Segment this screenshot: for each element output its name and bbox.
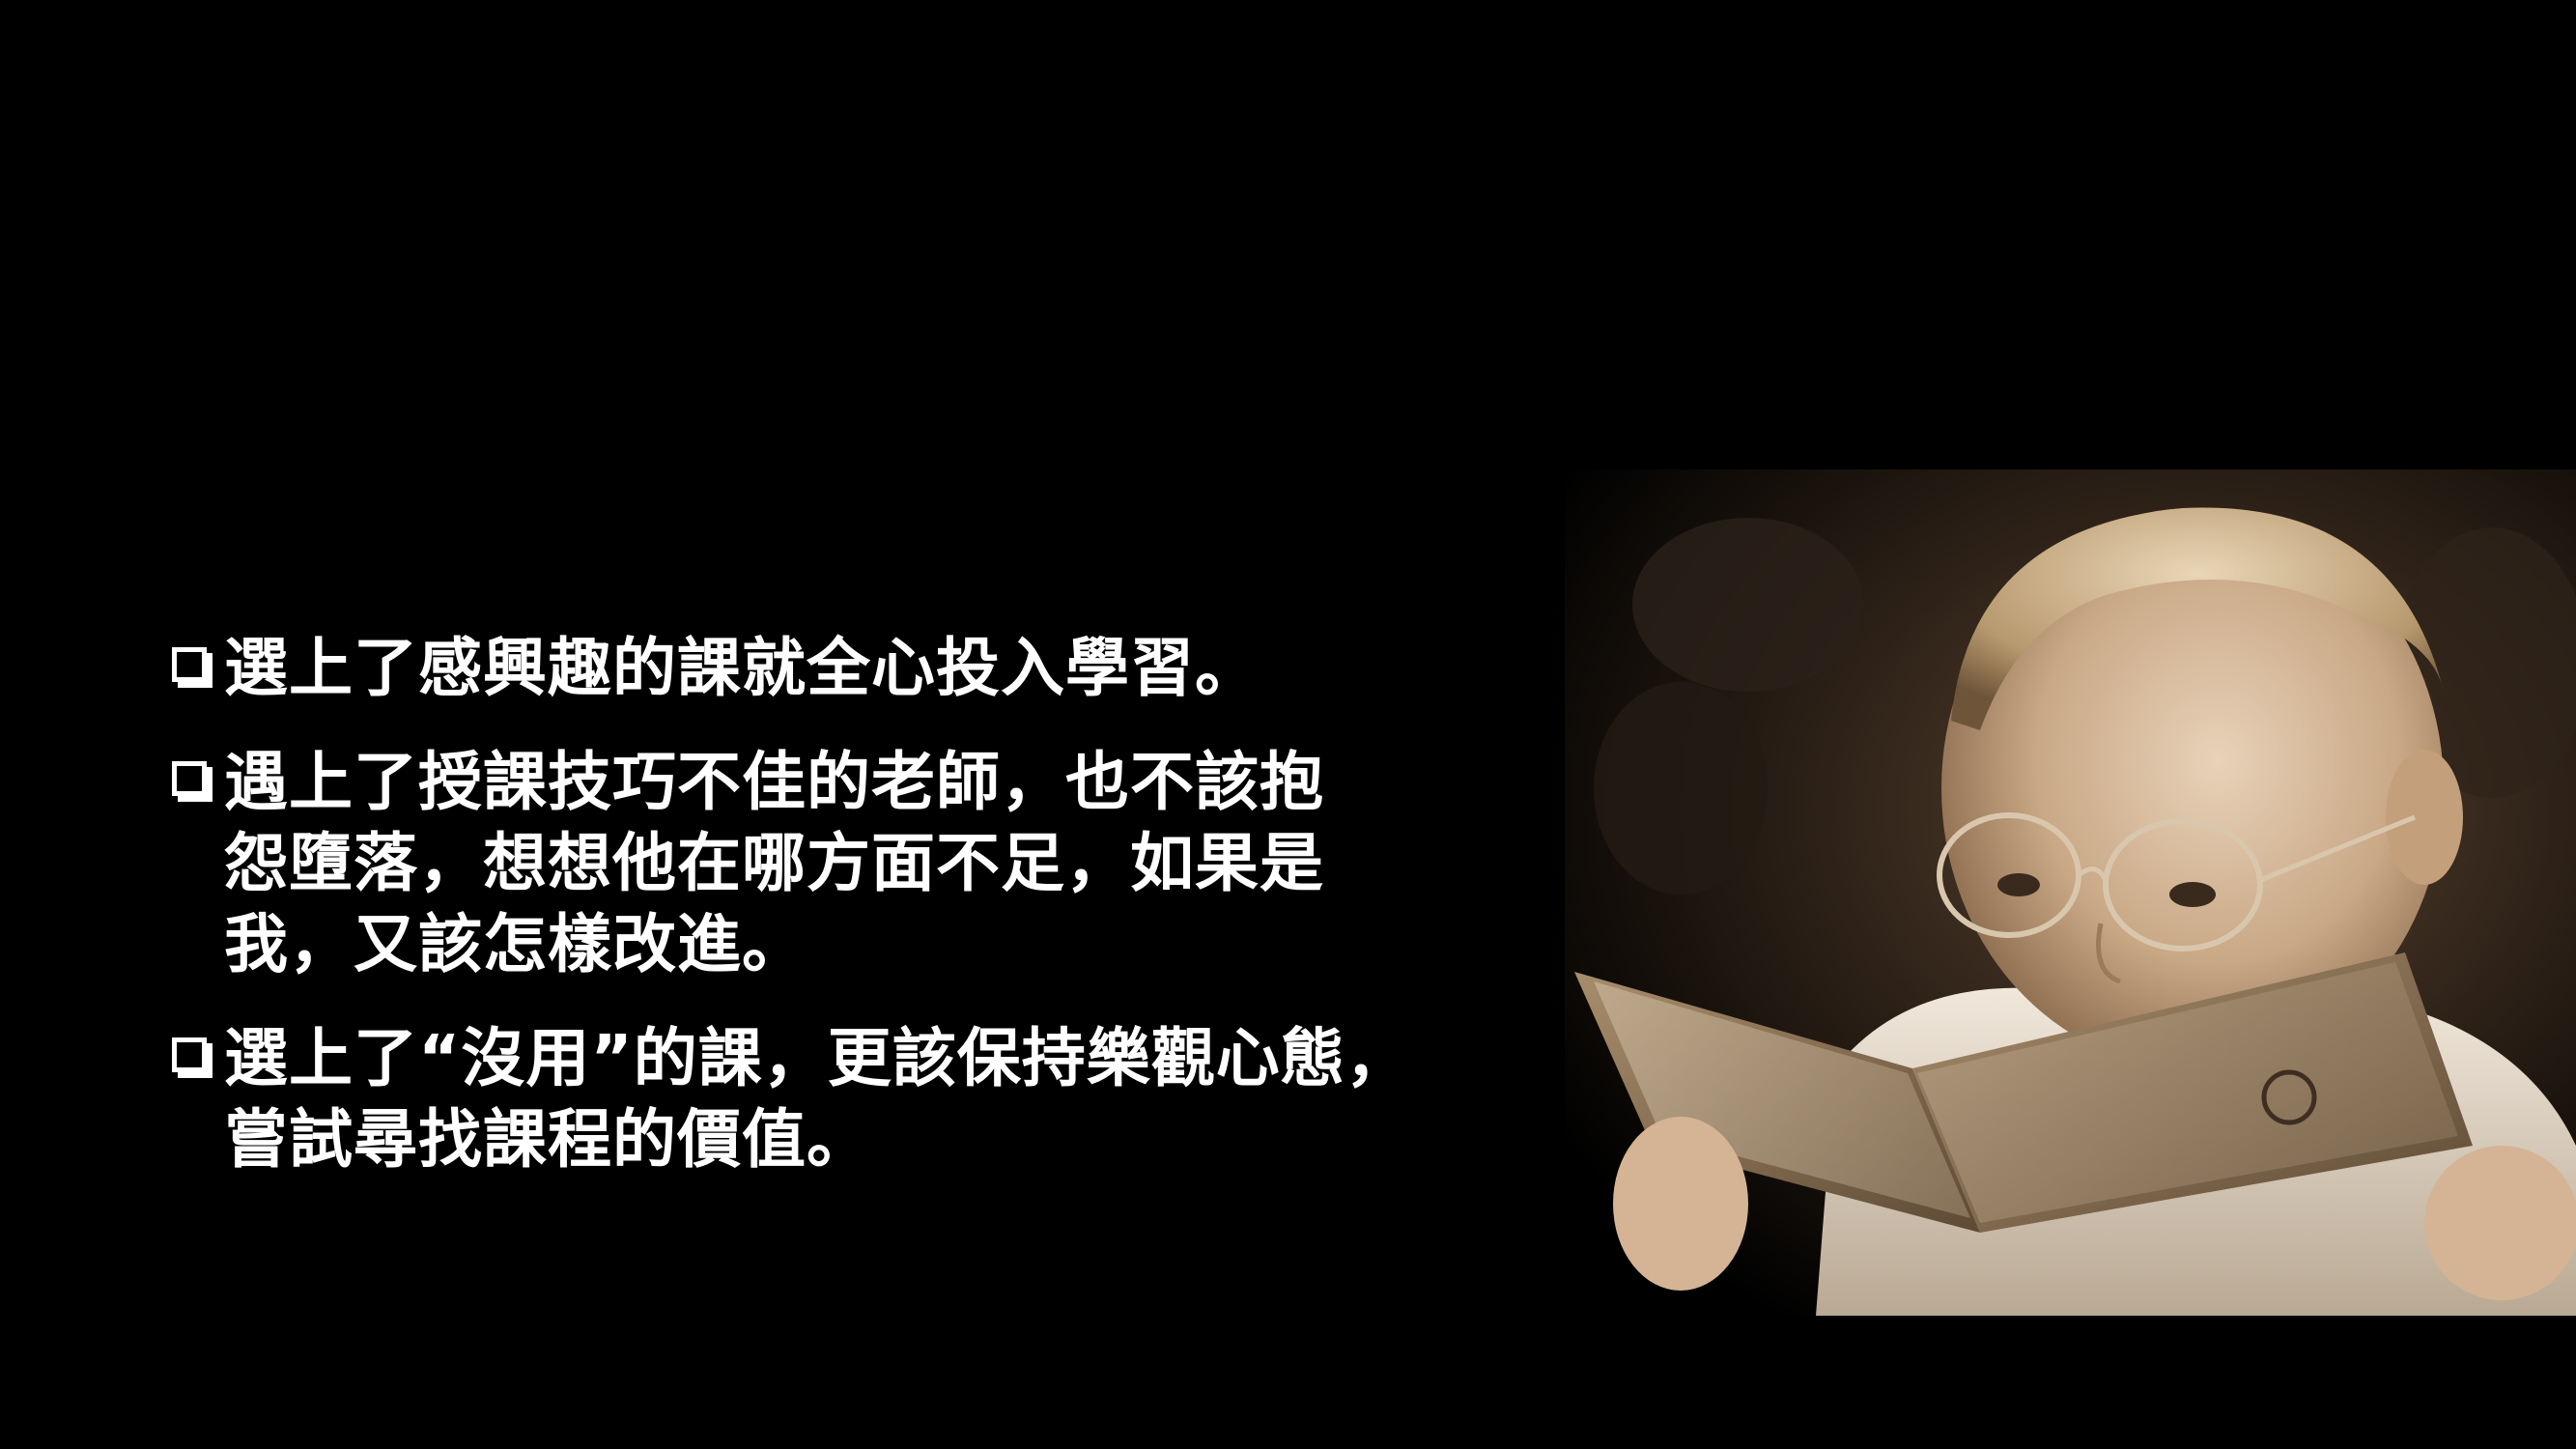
bullet-line: 遇上了授課技巧不佳的老師，也不該抱: [224, 745, 1324, 819]
square-bullet-icon: [164, 1018, 224, 1092]
bullet-line: 選上了感興趣的課就全心投入學習。: [224, 631, 1260, 705]
bullet-line: 嘗試尋找課程的價值。: [224, 1102, 871, 1177]
bullet-text: 選上了“沒用”的課，更該保持樂觀心態， 嘗試尋找課程的價值。: [224, 1018, 1555, 1180]
bullet-text: 選上了感興趣的課就全心投入學習。: [224, 628, 1555, 709]
square-bullet-icon: [164, 742, 224, 815]
bullet-line: 選上了“沒用”的課，更該保持樂觀心態，: [224, 1021, 1410, 1095]
bullet-line: 怨墮落，想想他在哪方面不足，如果是: [224, 826, 1324, 900]
bullet-item: 選上了“沒用”的課，更該保持樂觀心態， 嘗試尋找課程的價值。: [164, 1018, 1555, 1180]
bullet-text: 遇上了授課技巧不佳的老師，也不該抱 怨墮落，想想他在哪方面不足，如果是 我，又該…: [224, 742, 1555, 985]
bullet-line: 我，又該怎樣改進。: [224, 907, 807, 981]
bullet-item: 選上了感興趣的課就全心投入學習。: [164, 628, 1555, 709]
square-bullet-icon: [164, 628, 224, 701]
bullet-list: 選上了感興趣的課就全心投入學習。 遇上了授課技巧不佳的老師，也不該抱 怨墮落，想…: [164, 628, 1555, 1213]
bullet-item: 遇上了授課技巧不佳的老師，也不該抱 怨墮落，想想他在哪方面不足，如果是 我，又該…: [164, 742, 1555, 985]
child-reading-book-with-glasses-photo: [1565, 469, 2576, 1316]
